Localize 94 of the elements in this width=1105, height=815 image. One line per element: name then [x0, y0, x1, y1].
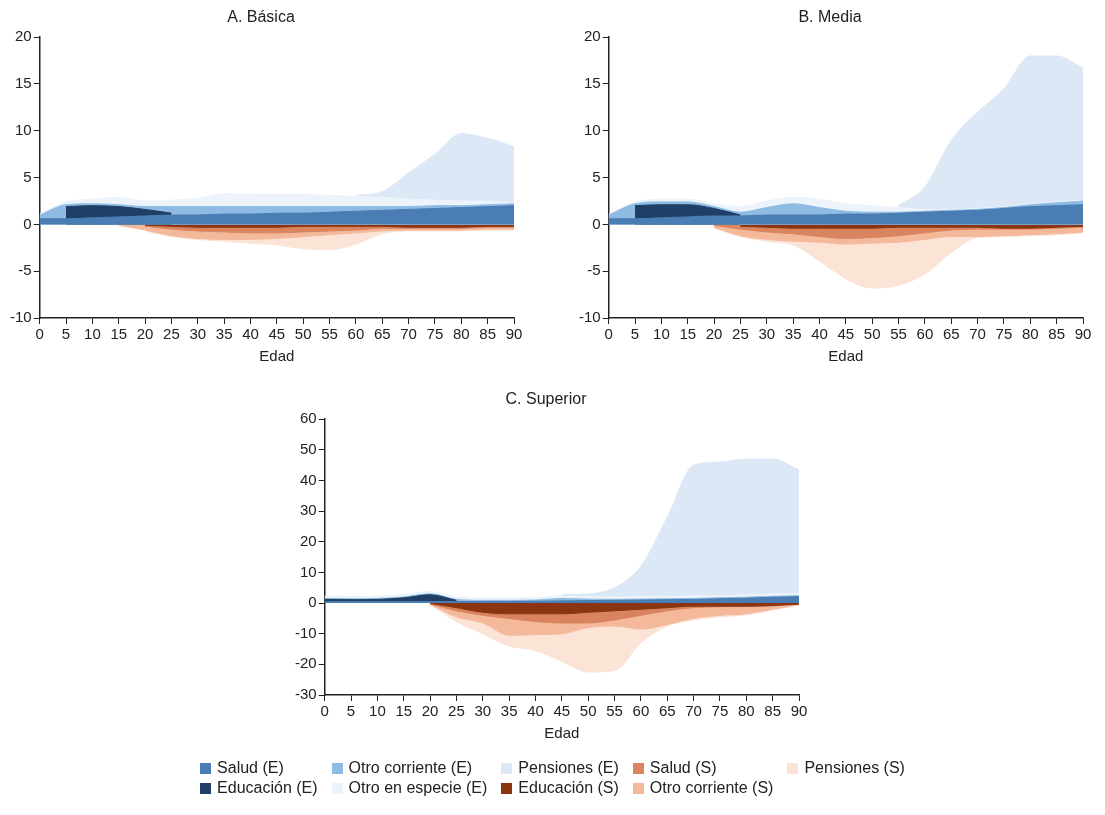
x-tick-label: 55: [890, 325, 907, 343]
x-tick-label: 35: [500, 702, 517, 720]
x-tick-label: 90: [1074, 325, 1092, 343]
x-tick-label: 65: [942, 325, 960, 343]
y-tick-label: -5: [18, 261, 32, 279]
x-tick-label: 45: [837, 325, 855, 343]
x-tick-label: 5: [61, 325, 71, 343]
legend-label: Otro corriente (E): [348, 759, 473, 777]
x-tick-label: 0: [604, 325, 613, 343]
y-tick-label: 5: [592, 167, 601, 185]
legend-label: Salud (S): [649, 759, 717, 777]
y-tick-label: 5: [23, 167, 32, 185]
x-tick-label: 25: [732, 325, 749, 343]
x-tick-label: 25: [163, 325, 180, 343]
y-tick-label: 15: [583, 74, 601, 92]
y-tick-label: 10: [299, 562, 317, 580]
x-axis-title: Edad: [259, 347, 295, 365]
x-tick-label: 20: [705, 325, 723, 343]
x-tick-label: 90: [790, 702, 807, 720]
y-tick-label: 0: [592, 214, 601, 232]
legend-label: Salud (E): [217, 759, 284, 777]
x-tick-label: 40: [526, 702, 544, 720]
x-tick-label: 25: [447, 702, 465, 720]
y-tick-label: 20: [14, 27, 32, 45]
x-tick-label: 35: [215, 325, 233, 343]
x-tick-label: 0: [35, 325, 44, 343]
x-tick-label: 60: [916, 325, 934, 343]
y-tick-label: 60: [299, 409, 317, 427]
x-tick-label: 10: [653, 325, 670, 343]
x-tick-label: 70: [400, 325, 417, 343]
y-tick-label: -10: [9, 308, 32, 326]
x-tick-label: 75: [426, 325, 444, 343]
y-tick-label: 0: [23, 214, 32, 232]
x-tick-label: 70: [684, 702, 702, 720]
x-tick-label: 40: [811, 325, 828, 343]
x-tick-label: 5: [630, 325, 640, 343]
legend-label: Educación (S): [518, 779, 619, 797]
x-tick-label: 70: [969, 325, 986, 343]
x-tick-label: 80: [1021, 325, 1039, 343]
x-tick-label: 55: [321, 325, 338, 343]
x-tick-label: 30: [758, 325, 776, 343]
x-tick-label: 0: [320, 702, 329, 720]
x-tick-label: 15: [394, 702, 412, 720]
x-tick-label: 80: [737, 702, 755, 720]
x-tick-label: 90: [505, 325, 523, 343]
y-tick-label: -5: [587, 261, 601, 279]
x-tick-label: 55: [605, 702, 623, 720]
x-tick-label: 50: [863, 325, 881, 343]
y-tick-label: 50: [299, 439, 317, 457]
x-tick-label: 60: [632, 702, 649, 720]
x-tick-label: 40: [242, 325, 259, 343]
x-tick-label: 20: [136, 325, 154, 343]
x-tick-label: 5: [346, 702, 355, 720]
x-tick-label: 30: [473, 702, 491, 720]
y-tick-label: -30: [294, 685, 317, 703]
legend-label: Educación (E): [217, 779, 318, 797]
x-tick-label: 10: [84, 325, 101, 343]
y-tick-label: 0: [307, 593, 317, 611]
x-tick-label: 85: [1048, 325, 1065, 343]
legend-label: Otro en especie (E): [348, 779, 488, 797]
x-tick-label: 15: [679, 325, 697, 343]
x-tick-label: 65: [373, 325, 391, 343]
legend-label: Otro corriente (S): [649, 779, 774, 797]
legend-label: Pensiones (E): [518, 759, 619, 777]
y-tick-label: 10: [583, 120, 601, 138]
x-tick-label: 45: [553, 702, 570, 720]
y-tick-label: 30: [299, 501, 317, 519]
x-tick-label: 10: [368, 702, 386, 720]
y-tick-label: 40: [299, 470, 317, 488]
chart-title: C. Superior: [505, 390, 587, 408]
x-tick-label: 45: [268, 325, 286, 343]
chart-title: A. Básica: [227, 8, 295, 26]
y-tick-label: 20: [583, 27, 601, 45]
x-axis-title: Edad: [828, 347, 864, 365]
y-tick-label: -10: [294, 623, 317, 641]
x-tick-label: 75: [711, 702, 728, 720]
y-tick-label: 20: [299, 531, 317, 549]
x-tick-label: 20: [421, 702, 438, 720]
y-tick-label: -10: [578, 308, 601, 326]
x-tick-label: 15: [110, 325, 128, 343]
x-axis-title: Edad: [543, 724, 579, 742]
x-tick-label: 60: [347, 325, 365, 343]
y-tick-label: 10: [14, 120, 32, 138]
chart-title: B. Media: [798, 8, 862, 26]
y-tick-label: -20: [294, 654, 317, 672]
legend-label: Pensiones (S): [804, 759, 905, 777]
y-tick-label: 15: [14, 74, 32, 92]
x-tick-label: 65: [658, 702, 676, 720]
x-tick-label: 75: [995, 325, 1013, 343]
x-tick-label: 35: [784, 325, 802, 343]
x-tick-label: 80: [452, 325, 470, 343]
x-tick-label: 85: [479, 325, 496, 343]
x-tick-label: 30: [189, 325, 207, 343]
x-tick-label: 85: [763, 702, 781, 720]
